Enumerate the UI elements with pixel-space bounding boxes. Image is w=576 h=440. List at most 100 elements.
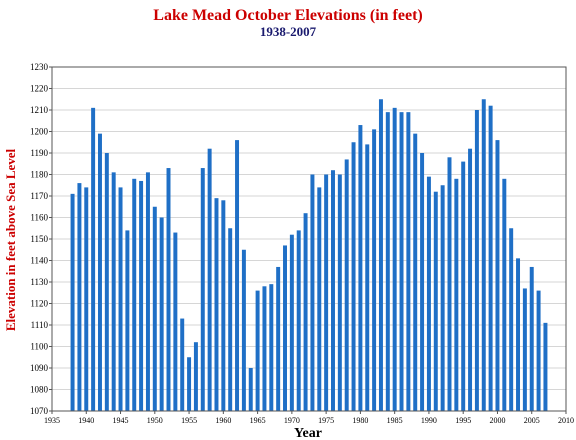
y-tick-label: 1080 [30, 385, 49, 395]
bar [193, 342, 198, 411]
bar [104, 153, 109, 411]
x-tick-label: 1935 [44, 416, 60, 425]
bar [152, 206, 157, 411]
bar [461, 161, 466, 411]
bar [337, 174, 342, 411]
bar [173, 232, 178, 411]
bar [399, 112, 404, 412]
y-tick-label: 1090 [30, 363, 49, 373]
x-tick-label: 1955 [181, 416, 197, 425]
bar [365, 144, 370, 411]
bar [235, 140, 240, 411]
bar [303, 213, 308, 411]
y-tick-label: 1150 [30, 234, 48, 244]
x-tick-label: 1945 [113, 416, 129, 425]
bar [84, 187, 89, 411]
bar [481, 99, 486, 411]
y-tick-label: 1220 [30, 84, 49, 94]
bar [468, 148, 473, 411]
x-tick-label: 2000 [489, 416, 505, 425]
bar [228, 228, 233, 411]
y-tick-label: 1200 [30, 127, 49, 137]
bar [77, 183, 82, 411]
y-tick-label: 1110 [31, 320, 49, 330]
bar [454, 178, 459, 411]
y-tick-label: 1070 [30, 406, 49, 416]
y-tick-label: 1130 [30, 277, 48, 287]
bar [330, 170, 335, 411]
bar [283, 245, 288, 411]
x-tick-label: 1990 [421, 416, 437, 425]
bar [145, 172, 150, 411]
bar [125, 230, 130, 411]
bar [495, 140, 500, 411]
bar [440, 185, 445, 411]
bar [529, 266, 534, 411]
x-tick-label: 1950 [147, 416, 163, 425]
bar [433, 191, 438, 411]
bar [70, 193, 75, 411]
bar [420, 153, 425, 411]
bar [166, 168, 171, 411]
bar [248, 368, 253, 411]
bar [97, 133, 102, 411]
bar [474, 110, 479, 411]
x-tick-label: 1960 [215, 416, 231, 425]
bar [543, 322, 548, 411]
y-axis-label: Elevation in feet above Sea Level [3, 148, 18, 331]
bar [241, 249, 246, 411]
bar [139, 180, 144, 411]
bar [221, 200, 226, 411]
bar [385, 112, 390, 412]
x-axis: 1935 1940 1945 1950 1955 1960 1965 1970 1975 1980… [44, 411, 574, 425]
bar [118, 187, 123, 411]
bar [378, 99, 383, 411]
bar [200, 168, 205, 411]
bar [413, 133, 418, 411]
bar [516, 258, 521, 411]
bar [372, 129, 377, 411]
y-tick-label: 1100 [30, 342, 48, 352]
chart-subtitle: 1938-2007 [260, 24, 317, 39]
y-tick-label: 1180 [30, 170, 48, 180]
bar [406, 112, 411, 412]
bar [255, 290, 260, 411]
x-tick-label: 2010 [558, 416, 574, 425]
y-tick-label: 1170 [30, 191, 48, 201]
bar [111, 172, 116, 411]
bar [289, 234, 294, 411]
bars [70, 99, 548, 412]
x-tick-label: 1940 [78, 416, 94, 425]
x-tick-label: 1985 [387, 416, 403, 425]
bar [207, 148, 212, 411]
bar [269, 284, 274, 411]
y-tick-label: 1210 [30, 105, 49, 115]
bar [262, 286, 267, 411]
x-tick-label: 1975 [318, 416, 334, 425]
bar [488, 105, 493, 411]
x-tick-label: 1965 [250, 416, 266, 425]
y-tick-label: 1140 [30, 256, 48, 266]
y-tick-label: 1230 [30, 62, 49, 72]
bar [351, 142, 356, 411]
bar [310, 174, 315, 411]
y-tick-label: 1190 [30, 148, 48, 158]
x-tick-label: 1980 [352, 416, 368, 425]
y-axis: 1070 1080 1090 1100 1110 1120 1130 1140 1150 1160… [30, 62, 52, 416]
x-axis-label: Year [294, 426, 322, 440]
x-tick-label: 2005 [524, 416, 540, 425]
bar [509, 228, 514, 411]
bar [276, 266, 281, 411]
bar [296, 230, 301, 411]
bar [91, 107, 96, 411]
x-tick-label: 1970 [284, 416, 300, 425]
bar [180, 318, 185, 411]
bar [324, 174, 329, 411]
bar [502, 178, 507, 411]
bar [132, 178, 137, 411]
bar [317, 187, 322, 411]
bar [159, 217, 164, 411]
bar [214, 198, 219, 411]
bar [392, 107, 397, 411]
